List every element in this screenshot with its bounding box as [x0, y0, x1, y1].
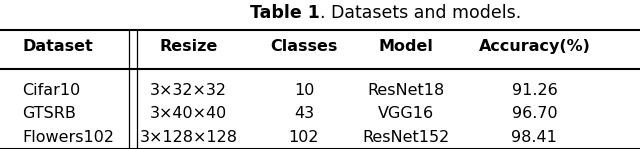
Text: Classes: Classes — [270, 39, 338, 54]
Text: 10: 10 — [294, 83, 314, 98]
Text: Model: Model — [379, 39, 434, 54]
Text: 3×40×40: 3×40×40 — [150, 107, 227, 121]
Text: 96.70: 96.70 — [511, 107, 557, 121]
Text: Accuracy(%): Accuracy(%) — [479, 39, 590, 54]
Text: Resize: Resize — [159, 39, 218, 54]
Text: 43: 43 — [294, 107, 314, 121]
Text: 3×32×32: 3×32×32 — [150, 83, 227, 98]
Text: 102: 102 — [289, 130, 319, 145]
Text: 3×128×128: 3×128×128 — [140, 130, 238, 145]
Text: 98.41: 98.41 — [511, 130, 557, 145]
Text: VGG16: VGG16 — [378, 107, 435, 121]
Text: Dataset: Dataset — [22, 39, 93, 54]
Text: GTSRB: GTSRB — [22, 107, 76, 121]
Text: . Datasets and models.: . Datasets and models. — [320, 4, 521, 22]
Text: Flowers102: Flowers102 — [22, 130, 115, 145]
Text: 91.26: 91.26 — [511, 83, 557, 98]
Text: Table 1: Table 1 — [250, 4, 320, 22]
Text: ResNet18: ResNet18 — [368, 83, 445, 98]
Text: Cifar10: Cifar10 — [22, 83, 81, 98]
Text: ResNet152: ResNet152 — [363, 130, 450, 145]
